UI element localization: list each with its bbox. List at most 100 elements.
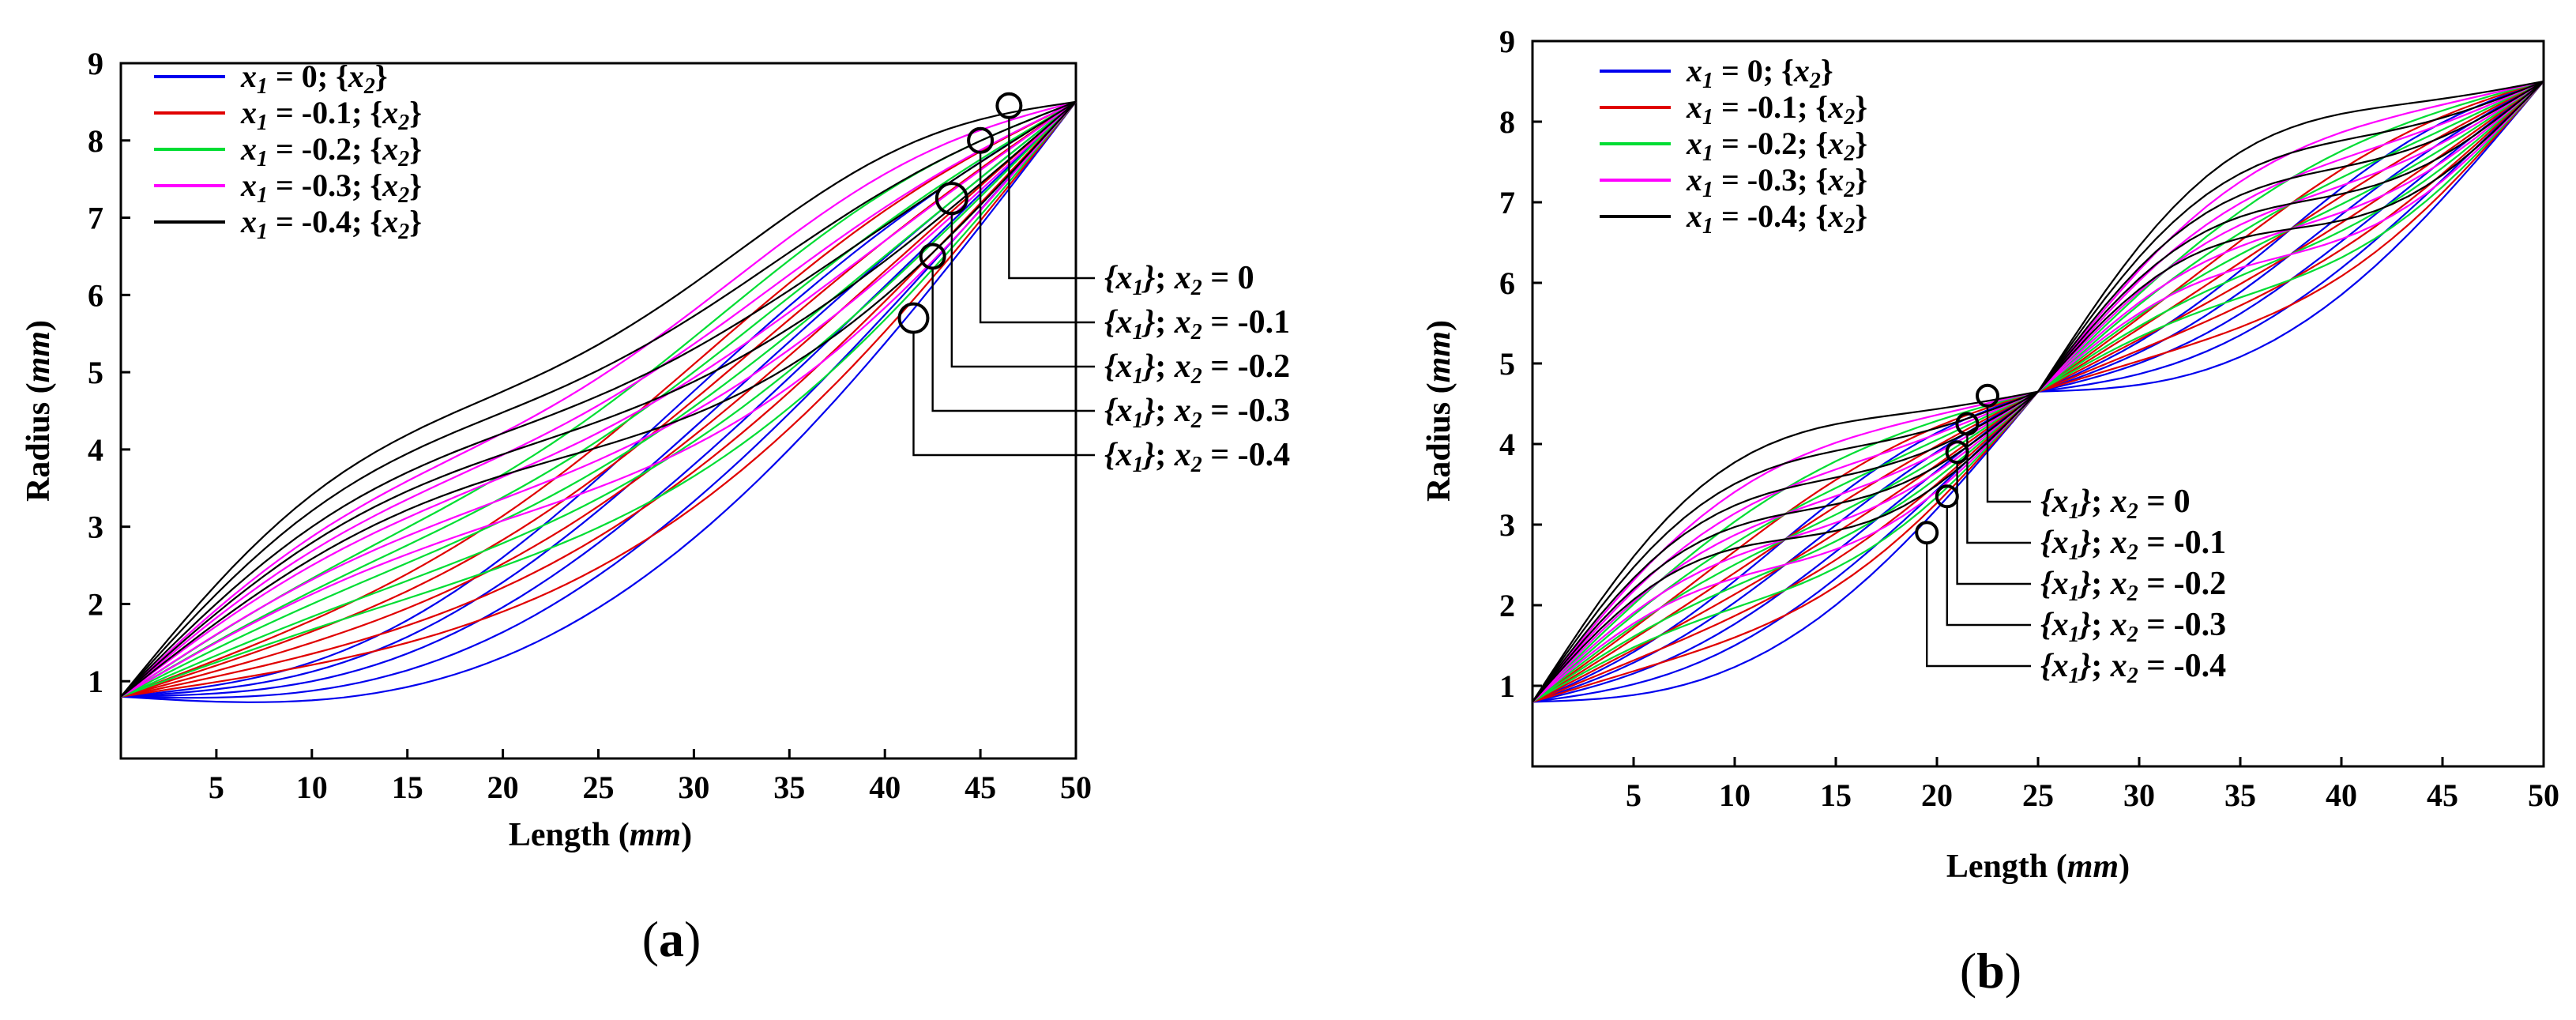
panel-label: (a) <box>642 911 701 967</box>
y-tick-label: 3 <box>1499 507 1515 543</box>
y-axis-title: Radius (mm) <box>1421 320 1457 502</box>
x-tick-label: 45 <box>965 770 996 805</box>
annotation-leader <box>912 332 1095 457</box>
annotation-circle <box>995 92 1023 119</box>
x-tick-label: 20 <box>1921 777 1953 813</box>
annotation-leader <box>1956 462 2031 585</box>
x-tick-label: 15 <box>1820 777 1852 813</box>
x-tick-label: 10 <box>296 770 328 805</box>
x-tick-label: 35 <box>2224 777 2256 813</box>
y-tick-label: 2 <box>88 586 103 622</box>
series-curve <box>120 100 1077 698</box>
y-tick-label: 7 <box>1499 185 1515 220</box>
legend: x1 = 0; {x2}x1 = -0.1; {x2}x1 = -0.2; {x… <box>1600 53 1867 239</box>
panel-label: (b) <box>1960 943 2021 999</box>
legend-entry: x1 = -0.1; {x2} <box>240 95 422 135</box>
y-tick-label: 5 <box>1499 346 1515 382</box>
x-tick-label: 30 <box>2123 777 2155 813</box>
y-tick-label: 7 <box>88 201 103 236</box>
legend-entry: x1 = -0.3; {x2} <box>1686 162 1867 202</box>
annotation-leader <box>931 268 1095 412</box>
x-tick-label: 40 <box>2326 777 2357 813</box>
x-tick-label: 30 <box>678 770 709 805</box>
annotation-label: {x1}; x2 = -0.3 <box>2040 607 2226 647</box>
annotation-circle <box>919 243 946 270</box>
x-tick-label: 5 <box>1626 777 1641 813</box>
annotation-label: {x1}; x2 = 0 <box>2040 484 2191 524</box>
annotation-label: {x1}; x2 = 0 <box>1104 260 1254 300</box>
annotation-leader <box>1008 117 1095 280</box>
y-tick-label: 5 <box>88 355 103 390</box>
series-curve <box>120 101 1077 698</box>
x-tick-label: 25 <box>583 770 615 805</box>
legend: x1 = 0; {x2}x1 = -0.1; {x2}x1 = -0.2; {x… <box>154 58 422 244</box>
y-tick-label: 1 <box>88 664 103 699</box>
x-tick-label: 45 <box>2427 777 2458 813</box>
y-axis-title: Radius (mm) <box>21 320 57 502</box>
series-curve <box>120 101 1077 698</box>
x-tick-label: 35 <box>773 770 805 805</box>
plot-frame <box>1531 40 2545 768</box>
annotations: {x1}; x2 = 0{x1}; x2 = -0.1{x1}; x2 = -0… <box>1915 383 2226 688</box>
x-axis-title: Length (mm) <box>1946 849 2130 885</box>
annotation-circle <box>1955 412 1980 436</box>
annotation-label: {x1}; x2 = -0.4 <box>2040 648 2226 688</box>
series-lines <box>120 100 1077 703</box>
y-tick-label: 1 <box>1499 668 1515 704</box>
x-tick-label: 20 <box>487 770 519 805</box>
series-curve <box>120 100 1077 698</box>
series-curve <box>120 100 1077 698</box>
annotation-leader <box>979 152 1095 324</box>
x-axis-title: Length (mm) <box>509 817 692 853</box>
series-curve <box>120 100 1077 698</box>
y-tick-label: 8 <box>1499 104 1515 140</box>
x-tick-label: 40 <box>869 770 901 805</box>
series-curve <box>120 101 1077 698</box>
series-curve <box>120 100 1077 698</box>
series-curve <box>120 101 1077 698</box>
series-curve <box>120 100 1077 698</box>
y-tick-label: 2 <box>1499 588 1515 623</box>
y-tick-label: 9 <box>88 46 103 81</box>
legend-entry: x1 = 0; {x2} <box>1686 53 1833 93</box>
y-tick-label: 6 <box>88 277 103 313</box>
series-curve <box>120 101 1077 699</box>
annotation-label: {x1}; x2 = -0.3 <box>1104 393 1290 433</box>
x-tick-label: 15 <box>392 770 423 805</box>
annotation-leader <box>950 213 1095 368</box>
annotation-label: {x1}; x2 = -0.2 <box>1104 348 1290 389</box>
annotation-label: {x1}; x2 = -0.1 <box>1104 304 1290 344</box>
legend-entry: x1 = -0.3; {x2} <box>240 167 422 208</box>
x-tick-label: 50 <box>2528 777 2559 813</box>
annotation-leader <box>1986 405 2031 503</box>
annotation-label: {x1}; x2 = -0.1 <box>2040 525 2226 565</box>
legend-entry: x1 = -0.4; {x2} <box>1686 198 1867 239</box>
x-tick-label: 5 <box>209 770 224 805</box>
series-curve <box>120 101 1077 698</box>
series-curve <box>120 101 1077 698</box>
series-curve <box>120 101 1077 698</box>
y-tick-label: 8 <box>88 123 103 159</box>
series-curve <box>120 101 1077 698</box>
legend-entry: x1 = -0.2; {x2} <box>240 131 422 171</box>
y-tick-label: 3 <box>88 510 103 545</box>
x-tick-label: 10 <box>1719 777 1751 813</box>
legend-entry: x1 = -0.4; {x2} <box>240 204 422 244</box>
annotations: {x1}; x2 = 0{x1}; x2 = -0.1{x1}; x2 = -0… <box>897 92 1290 477</box>
x-tick-label: 25 <box>2022 777 2054 813</box>
annotation-leader <box>1966 434 2031 544</box>
legend-entry: x1 = -0.2; {x2} <box>1686 126 1867 166</box>
annotation-label: {x1}; x2 = -0.2 <box>2040 566 2226 606</box>
series-curve <box>120 101 1077 698</box>
y-tick-label: 4 <box>1499 427 1515 462</box>
series-curve <box>120 100 1077 698</box>
annotation-leader <box>1946 506 2031 627</box>
legend-entry: x1 = -0.1; {x2} <box>1686 89 1867 130</box>
y-tick-label: 6 <box>1499 265 1515 301</box>
y-tick-label: 9 <box>1499 24 1515 59</box>
series-curve <box>120 101 1077 698</box>
series-lines <box>1532 80 2544 703</box>
